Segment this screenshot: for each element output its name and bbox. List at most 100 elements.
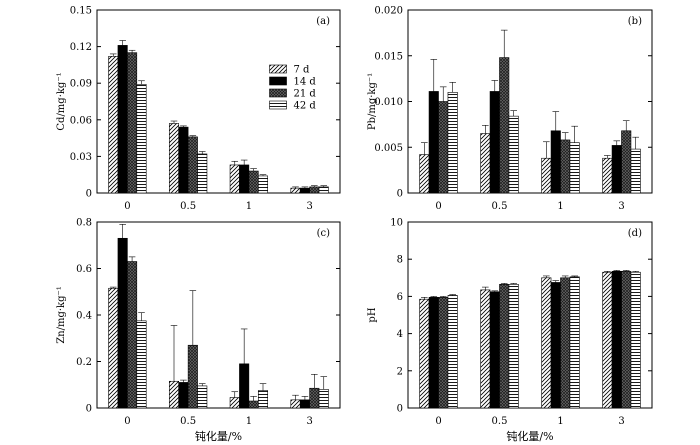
legend-swatch (269, 100, 287, 110)
y-tick-label: 0 (86, 404, 92, 415)
x-tick-label: 1 (246, 201, 252, 212)
y-tick-label: 0.005 (374, 143, 403, 154)
legend-swatch (269, 64, 287, 74)
y-tick-label: 0.015 (374, 51, 403, 62)
bar-7d-0.5 (168, 123, 180, 194)
bar-14d-3 (611, 270, 622, 409)
bar-21d-1 (560, 277, 571, 409)
panel-label: (d) (628, 228, 642, 239)
bar-14d-1 (550, 282, 561, 409)
x-tick-label: 0.5 (180, 416, 196, 427)
y-axis-label: pH (367, 307, 378, 322)
x-tick-label: 0.5 (492, 201, 508, 212)
y-tick-label: 0.020 (374, 6, 403, 17)
bar-21d-0 (127, 52, 138, 194)
y-axis-label: Cd/mg·kg⁻¹ (56, 72, 67, 130)
bar-7d-1 (229, 164, 240, 194)
y-tick-label: 0.8 (76, 218, 92, 229)
y-tick-label: 2 (397, 366, 403, 377)
x-tick-label: 0 (124, 201, 130, 212)
y-tick-label: 4 (397, 329, 403, 340)
bar-42d-0 (136, 320, 147, 409)
x-tick-label: 1 (557, 201, 563, 212)
legend: 7 d14 d21 d42 d (269, 64, 317, 112)
bar-14d-3 (299, 187, 310, 194)
bar-7d-1 (541, 277, 552, 409)
bar-42d-1 (257, 390, 269, 409)
bar-7d-0.5 (480, 133, 491, 194)
x-tick-label: 3 (618, 201, 624, 212)
bar-7d-3 (290, 187, 301, 194)
panel-3: 0 0.2 0.4 0.6 0.8 Zn/mg·kg⁻¹ (c) 0 0.5 1 3 钝化量/% (56, 218, 341, 443)
x-tick-label: 0.5 (180, 201, 196, 212)
y-tick-label: 8 (397, 255, 403, 266)
bar-42d-3 (318, 186, 329, 194)
legend-entry: 21 d (294, 89, 317, 100)
bar-14d-0.5 (489, 91, 500, 194)
bar-42d-1 (257, 175, 269, 194)
x-tick-label: 3 (306, 416, 312, 427)
bar-42d-1 (569, 142, 580, 194)
bar-21d-0.5 (499, 284, 510, 409)
panel-1: 0 0.03 0.06 0.09 0.12 0.15 Cd/mg·kg⁻¹ (a) 0 0.5 1 3… (56, 6, 341, 212)
bar-7d-0 (108, 287, 119, 409)
bar-7d-3 (602, 157, 613, 194)
x-tick-label: 3 (306, 201, 312, 212)
bar-14d-0.5 (489, 291, 500, 409)
bar-7d-0.5 (168, 380, 180, 409)
y-tick-label: 0.4 (76, 311, 92, 322)
bar-14d-1 (550, 130, 561, 194)
bar-7d-0.5 (480, 289, 491, 409)
bar-21d-0 (127, 261, 138, 409)
bar-42d-3 (630, 271, 641, 409)
bar-42d-0.5 (197, 385, 208, 409)
bar-21d-1 (248, 400, 259, 409)
y-tick-label: 0.12 (70, 42, 92, 53)
x-axis-label: 钝化量/% (506, 429, 553, 443)
bar-14d-0.5 (178, 126, 189, 194)
bar-14d-0.5 (178, 382, 189, 409)
bar-7d-0 (419, 298, 430, 409)
bar-21d-3 (309, 387, 320, 409)
bar-14d-3 (299, 399, 310, 409)
x-tick-label: 0 (124, 416, 130, 427)
x-tick-label: 0.5 (492, 416, 508, 427)
bar-42d-0.5 (508, 115, 519, 194)
bar-42d-3 (630, 148, 641, 194)
bar-42d-3 (318, 389, 329, 409)
y-tick-label: 0.15 (70, 6, 92, 17)
x-tick-label: 0 (435, 201, 441, 212)
x-tick-label: 0 (435, 416, 441, 427)
bar-14d-0 (117, 45, 128, 194)
plot-frame (96, 9, 341, 194)
bar-7d-0 (108, 56, 119, 194)
bar-21d-3 (621, 270, 632, 409)
legend-entry: 42 d (294, 101, 317, 112)
bar-21d-0.5 (499, 57, 510, 194)
bar-7d-0 (419, 154, 430, 194)
plot-frame (407, 221, 653, 409)
bar-21d-0 (438, 101, 449, 194)
bar-21d-3 (621, 130, 632, 194)
panel-label: (b) (628, 16, 642, 27)
x-tick-label: 3 (618, 416, 624, 427)
y-axis-label: Zn/mg·kg⁻¹ (56, 286, 67, 344)
y-tick-label: 0 (86, 189, 92, 200)
bar-14d-0 (117, 237, 128, 409)
bar-42d-0.5 (197, 153, 208, 194)
y-tick-label: 0.2 (76, 357, 92, 368)
bar-42d-1 (569, 276, 580, 409)
bar-14d-0 (428, 297, 439, 409)
x-axis-label: 钝化量/% (195, 429, 242, 443)
bar-42d-0 (447, 92, 458, 194)
y-tick-label: 0.09 (70, 79, 92, 90)
y-tick-label: 0 (397, 404, 403, 415)
panel-2: 0 0.005 0.010 0.015 0.020 Pb/mg·kg⁻¹ (b) 0 0.5 1 3 (367, 6, 653, 212)
bar-14d-1 (239, 363, 250, 409)
y-tick-label: 0 (397, 189, 403, 200)
y-tick-label: 10 (390, 218, 403, 229)
y-tick-label: 0.03 (70, 152, 92, 163)
bar-21d-0.5 (187, 344, 198, 409)
panel-label: (c) (317, 228, 331, 239)
